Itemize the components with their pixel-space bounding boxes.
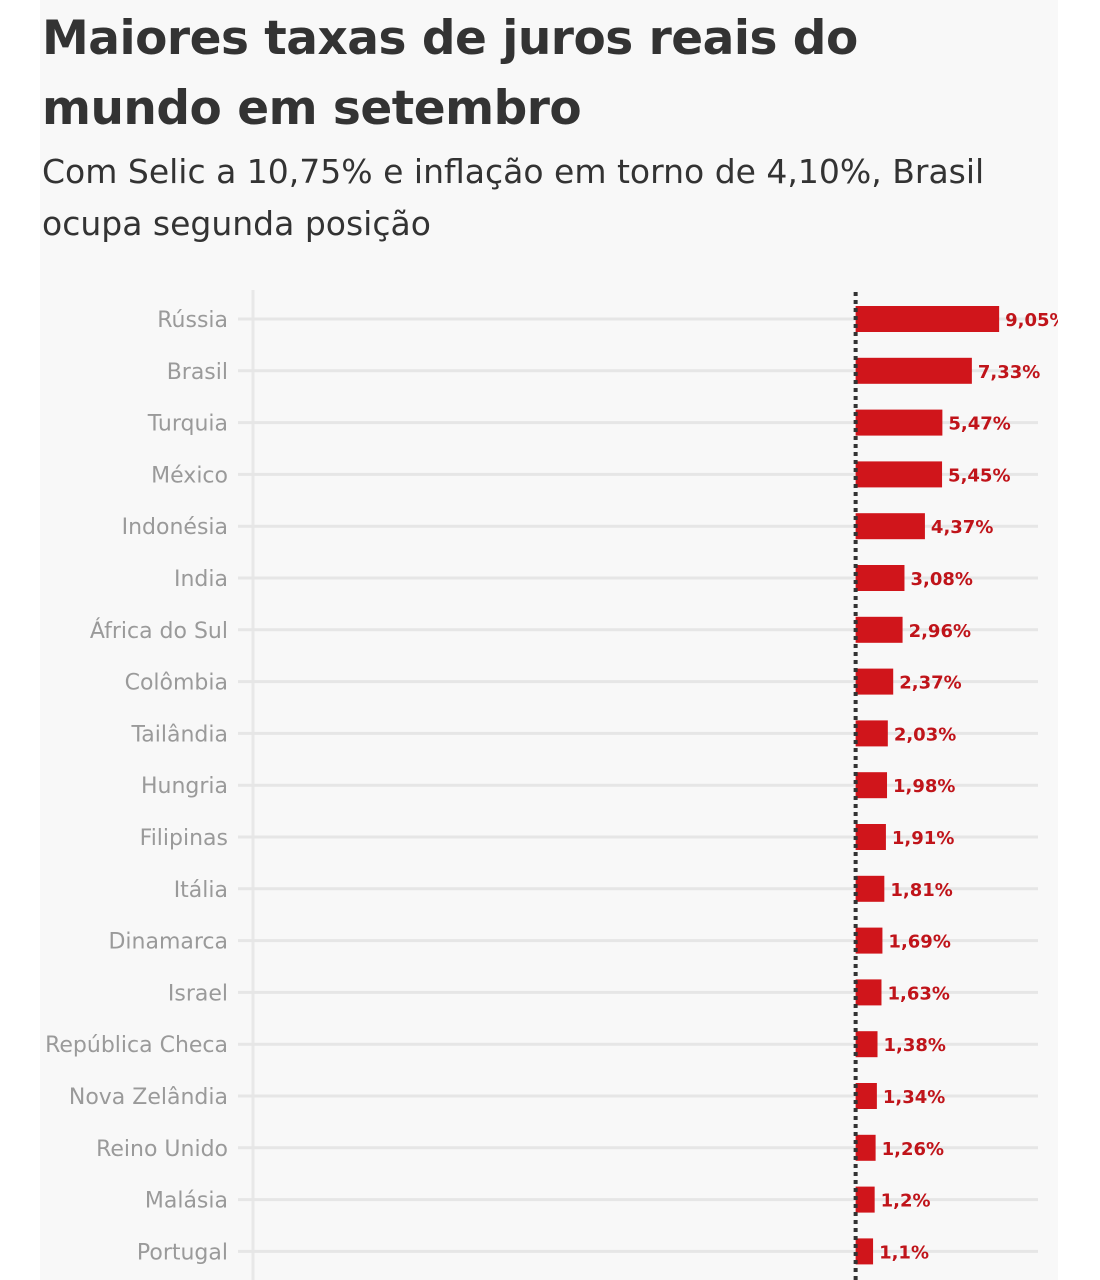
- category-label: Filipinas: [140, 826, 228, 851]
- data-label: 1,69%: [888, 932, 950, 953]
- category-label: Malásia: [145, 1189, 228, 1214]
- data-label: 1,1%: [879, 1242, 929, 1263]
- chart-title: Maiores taxas de juros reais do mundo em…: [42, 11, 858, 136]
- data-label: 7,33%: [978, 362, 1040, 383]
- data-label: 5,47%: [948, 414, 1010, 435]
- category-label: Reino Unido: [96, 1137, 228, 1162]
- data-label: 1,2%: [881, 1191, 931, 1212]
- category-label: Colômbia: [125, 671, 228, 696]
- data-label: 1,38%: [884, 1035, 946, 1056]
- category-label: Dinamarca: [108, 930, 228, 955]
- data-label: 1,81%: [890, 880, 952, 901]
- bar: [855, 513, 925, 540]
- data-label: 4,37%: [931, 517, 993, 538]
- data-label: 5,45%: [948, 465, 1010, 486]
- bar: [855, 979, 882, 1006]
- bar: [855, 824, 886, 850]
- bar: [855, 1186, 875, 1213]
- bar: [855, 1031, 878, 1058]
- bar: [855, 1134, 876, 1161]
- chart-edge: [1058, 280, 1100, 1280]
- chart-subtitle: Com Selic a 10,75% e inflação em torno d…: [42, 152, 985, 243]
- category-label: Rússia: [157, 308, 228, 333]
- data-label: 2,37%: [899, 673, 961, 694]
- bar: [855, 357, 972, 384]
- category-label: Hungria: [141, 774, 228, 799]
- bar: [855, 461, 943, 488]
- data-label: 1,98%: [893, 776, 955, 797]
- data-label: 2,03%: [894, 724, 956, 745]
- bar: [855, 720, 888, 747]
- bar: [855, 875, 885, 902]
- category-label: Brasil: [167, 360, 228, 385]
- data-label: 1,91%: [892, 828, 954, 849]
- category-label: República Checa: [45, 1033, 228, 1058]
- bar: [855, 772, 888, 799]
- bar: [855, 306, 1000, 332]
- bar: [855, 1083, 877, 1109]
- category-label: Tailândia: [131, 722, 229, 747]
- category-label: África do Sul: [90, 618, 228, 644]
- bar: [855, 616, 903, 643]
- data-label: 1,26%: [882, 1139, 944, 1160]
- data-label: 9,05%: [1005, 310, 1067, 331]
- bar: [855, 1238, 874, 1265]
- category-label: Portugal: [137, 1240, 228, 1265]
- data-label: 3,08%: [910, 569, 972, 590]
- category-label: Israel: [168, 981, 228, 1006]
- category-label: Indonésia: [122, 515, 228, 540]
- category-label: México: [151, 463, 228, 488]
- category-label: Turquia: [147, 412, 228, 437]
- bar: [855, 409, 943, 436]
- data-label: 1,34%: [883, 1087, 945, 1108]
- category-label: Itália: [174, 878, 228, 903]
- data-label: 1,63%: [887, 983, 949, 1004]
- category-label: Nova Zelândia: [69, 1085, 228, 1110]
- bar: [855, 565, 905, 591]
- bar: [855, 668, 894, 695]
- bar: [855, 927, 883, 954]
- category-label: India: [174, 567, 228, 592]
- data-label: 2,96%: [909, 621, 971, 642]
